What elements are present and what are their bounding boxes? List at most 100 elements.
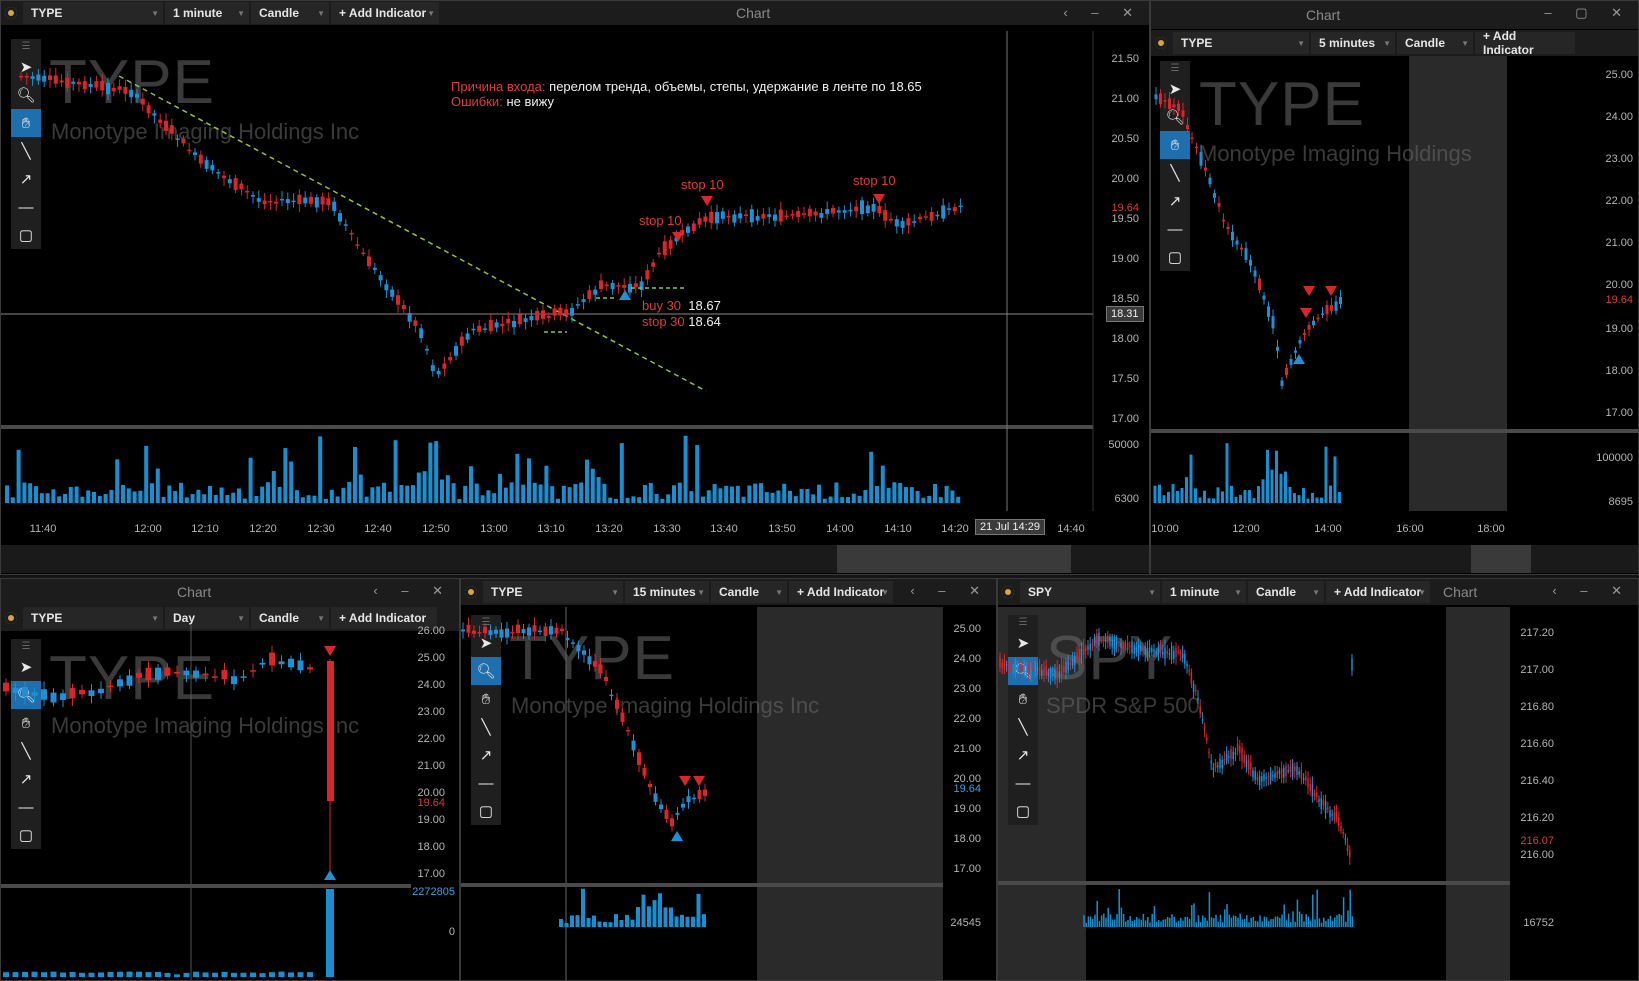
time-axis[interactable]: 10:00 12:00 14:00 16:00 18:00 [1151, 523, 1638, 539]
symbol-selector[interactable]: TYPE ▼ [1173, 32, 1309, 54]
grip-icon[interactable]: ☰ [21, 40, 31, 52]
settings-gear-icon[interactable] [5, 612, 17, 624]
pan-tool-icon[interactable]: ✋︎ [1018, 690, 1028, 708]
symbol-selector[interactable]: TYPE ▼ [483, 581, 623, 603]
navigator-scrollbar[interactable] [1, 545, 1149, 573]
add-indicator-button[interactable]: + Add Indicator [331, 607, 437, 629]
grip-icon[interactable]: ☰ [1018, 616, 1028, 628]
price-axis[interactable]: 26.00 25.00 24.00 23.00 22.00 21.00 20.0… [397, 625, 449, 885]
volume-bar [399, 485, 404, 503]
candle-body [1146, 648, 1149, 657]
price-axis[interactable]: 21.50 21.00 20.50 20.00 19.50 19.00 18.5… [1093, 31, 1143, 431]
navigator-window[interactable] [1471, 545, 1531, 573]
rectangle-tool-icon[interactable]: ▢ [1015, 803, 1031, 820]
bottommid-chart-canvas[interactable] [461, 579, 997, 981]
line-tool-icon[interactable]: ╲ [21, 143, 31, 160]
zoom-tool-icon[interactable]: 🔍︎ [471, 657, 501, 685]
line-tool-icon[interactable]: ╲ [1018, 719, 1028, 736]
interval-selector[interactable]: 5 minutes ▼ [1311, 32, 1395, 54]
price-tick: 21.00 [953, 743, 981, 755]
price-axis[interactable]: 25.00 24.00 23.00 22.00 21.00 20.00 19.6… [1507, 61, 1637, 441]
bottomleft-chart-canvas[interactable] [1, 579, 460, 981]
volume-bar [570, 915, 574, 927]
volume-bar [492, 493, 497, 503]
rectangle-tool-icon[interactable]: ▢ [478, 803, 494, 820]
grip-icon[interactable]: ☰ [1170, 62, 1180, 74]
pan-tool-icon[interactable]: ✋︎ [1160, 131, 1190, 159]
arrow-tool-icon[interactable]: ↗ [19, 771, 33, 788]
window-controls[interactable]: ‹ – ✕ [1063, 5, 1143, 20]
pointer-tool-icon[interactable]: ➤ [19, 59, 33, 76]
window-controls[interactable]: ‹ – ✕ [1552, 583, 1632, 598]
interval-selector[interactable]: Day ▼ [165, 607, 249, 629]
grip-icon[interactable]: ☰ [21, 640, 31, 652]
pointer-tool-icon[interactable]: ➤ [1016, 635, 1030, 652]
arrow-tool-icon[interactable]: ↗ [19, 171, 33, 188]
rectangle-tool-icon[interactable]: ▢ [1167, 249, 1183, 266]
add-indicator-button[interactable]: + Add Indicator ▼ [1326, 581, 1430, 603]
pointer-tool-icon[interactable]: ➤ [479, 635, 493, 652]
add-indicator-button[interactable]: + Add Indicator ▼ [331, 2, 439, 24]
candle-body [332, 201, 337, 211]
topright-titlebar: Chart – ▢ ✕ [1151, 1, 1638, 29]
volume-bar [1303, 921, 1305, 927]
arrow-tool-icon[interactable]: ↗ [479, 747, 493, 764]
zoom-tool-icon[interactable]: 🔍︎ [16, 87, 36, 104]
add-indicator-button[interactable]: + Add Indicator ▼ [789, 581, 893, 603]
bottomright-chart-canvas[interactable] [998, 579, 1639, 981]
window-controls[interactable]: – ▢ ✕ [1544, 5, 1632, 20]
main-chart-canvas[interactable] [1, 1, 1150, 575]
hline-tool-icon[interactable]: — [1167, 220, 1183, 238]
pan-tool-icon[interactable]: ✋︎ [11, 109, 41, 137]
hline-tool-icon[interactable]: — [18, 198, 34, 216]
line-tool-icon[interactable]: ╲ [1170, 165, 1180, 182]
hline-tool-icon[interactable]: — [1015, 774, 1031, 792]
rectangle-tool-icon[interactable]: ▢ [18, 827, 34, 844]
candle-body [523, 318, 528, 322]
volume-bar [98, 972, 104, 977]
candle-body [60, 693, 66, 700]
settings-gear-icon[interactable] [5, 7, 17, 19]
interval-selector[interactable]: 15 minutes ▼ [625, 581, 709, 603]
topright-toolbar: TYPE ▼ 5 minutes ▼ Candle ▼ + Add Indicator [1151, 29, 1638, 57]
pan-tool-icon[interactable]: ✋︎ [21, 714, 31, 732]
volume-bar [136, 971, 142, 977]
style-selector[interactable]: Candle ▼ [711, 581, 787, 603]
volume-bar [5, 485, 9, 503]
interval-selector[interactable]: 1 minute ▼ [165, 2, 249, 24]
navigator-window[interactable] [837, 545, 1071, 573]
style-selector[interactable]: Candle ▼ [251, 607, 329, 629]
symbol-selector[interactable]: TYPE ▼ [23, 607, 163, 629]
style-selector[interactable]: Candle ▼ [251, 2, 329, 24]
grip-icon[interactable]: ☰ [481, 616, 491, 628]
add-indicator-button[interactable]: + Add Indicator [1475, 29, 1575, 57]
arrow-tool-icon[interactable]: ↗ [1016, 747, 1030, 764]
hline-tool-icon[interactable]: — [478, 774, 494, 792]
hline-tool-icon[interactable]: — [18, 798, 34, 816]
settings-gear-icon[interactable] [465, 586, 477, 598]
topright-chart-canvas[interactable] [1151, 1, 1639, 575]
volume-bar [592, 915, 596, 927]
pan-tool-icon[interactable]: ✋︎ [481, 690, 491, 708]
symbol-selector[interactable]: SPY ▼ [1020, 581, 1160, 603]
price-axis[interactable]: 25.00 24.00 23.00 22.00 21.00 20.00 19.6… [943, 619, 985, 879]
line-tool-icon[interactable]: ╲ [481, 719, 491, 736]
line-tool-icon[interactable]: ╲ [21, 743, 31, 760]
price-axis[interactable]: 217.20 217.00 216.80 216.60 216.40 216.2… [1510, 623, 1558, 873]
arrow-tool-icon[interactable]: ↗ [1168, 193, 1182, 210]
zoom-tool-icon[interactable]: 🔍︎ [1165, 109, 1185, 126]
pointer-tool-icon[interactable]: ➤ [19, 659, 33, 676]
style-selector[interactable]: Candle ▼ [1397, 32, 1473, 54]
window-controls[interactable]: ‹ – ✕ [910, 583, 990, 598]
window-controls[interactable]: ‹ – ✕ [373, 583, 453, 598]
symbol-selector[interactable]: TYPE ▼ [23, 2, 163, 24]
style-selector[interactable]: Candle ▼ [1248, 581, 1324, 603]
settings-gear-icon[interactable] [1155, 37, 1167, 49]
navigator-scrollbar[interactable] [1151, 545, 1638, 573]
stop-label-1: stop 10 [639, 213, 682, 228]
time-axis[interactable]: 11:40 12:00 12:10 12:20 12:30 12:40 12:5… [1, 523, 1149, 539]
pointer-tool-icon[interactable]: ➤ [1168, 81, 1182, 98]
settings-gear-icon[interactable] [1002, 586, 1014, 598]
interval-selector[interactable]: 1 minute ▼ [1162, 581, 1246, 603]
rectangle-tool-icon[interactable]: ▢ [18, 227, 34, 244]
